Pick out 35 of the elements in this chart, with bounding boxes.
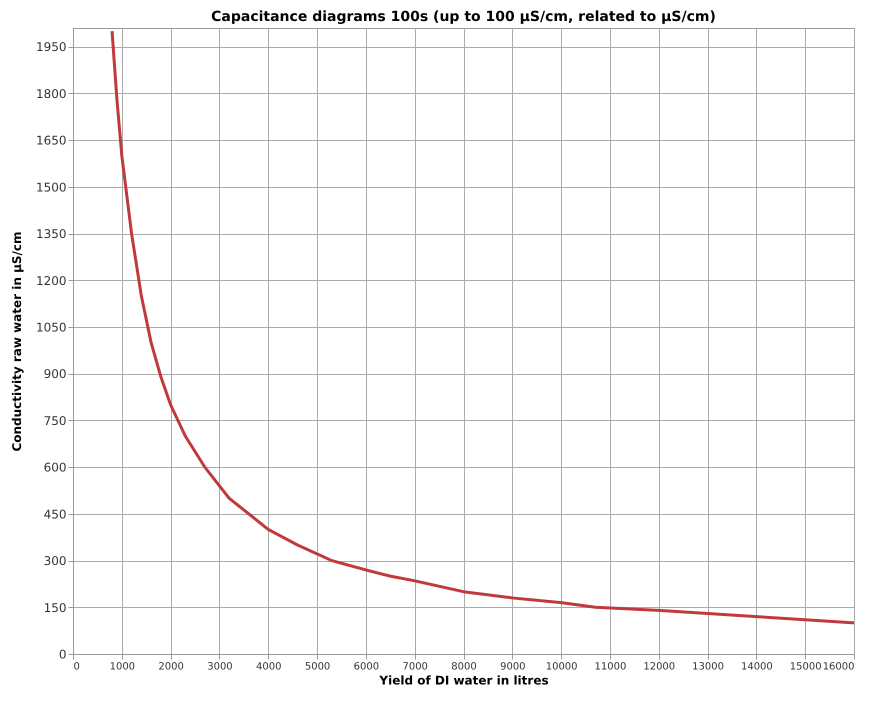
y-tick-label: 0: [58, 648, 66, 662]
x-axis-title: Yield of DI water in litres: [378, 674, 549, 688]
x-tick-label: 9000: [500, 662, 526, 672]
x-tick-label: 6000: [354, 662, 380, 672]
y-axis-title: Conductivity raw water in µS/cm: [10, 231, 24, 452]
x-tick-label: 4000: [256, 662, 282, 672]
y-tick-label: 300: [44, 554, 66, 568]
y-tick-label: 1050: [36, 320, 66, 334]
y-tick-label: 1800: [36, 86, 66, 101]
y-tick-label: 600: [44, 460, 66, 475]
x-tick-label: 2000: [158, 662, 184, 672]
x-tick-label: 7000: [402, 662, 428, 672]
x-tick-label: 13000: [692, 662, 724, 672]
chart-title: Capacitance diagrams 100s (up to 100 µS/cm, related to µS/cm): [211, 9, 716, 25]
x-tick-label: 8000: [451, 662, 477, 672]
y-tick-label: 1950: [36, 40, 66, 54]
x-tick-label: 10000: [546, 662, 578, 672]
y-tick-label: 150: [44, 600, 66, 615]
x-tick-label: 16000: [822, 662, 854, 672]
x-tick-label: 3000: [207, 662, 233, 672]
y-tick-label: 900: [44, 367, 66, 382]
line-series: [110, 30, 854, 624]
y-tick-label: 1650: [36, 134, 66, 148]
x-tick-label: 11000: [594, 662, 626, 672]
y-tick-label: 450: [44, 507, 66, 522]
y-tick-label: 1350: [36, 227, 66, 242]
x-tick-label: 5000: [304, 662, 330, 672]
x-tick-label: 15000: [790, 662, 822, 672]
x-tick-label: 14000: [740, 662, 773, 672]
x-tick-label: 12000: [643, 662, 676, 672]
x-tick-label: 1000: [110, 662, 136, 672]
x-tick-label: 0: [74, 662, 80, 672]
y-tick-label: 750: [44, 414, 66, 428]
y-tick-label: 1500: [36, 180, 66, 194]
y-tick-label: 1200: [36, 274, 66, 288]
